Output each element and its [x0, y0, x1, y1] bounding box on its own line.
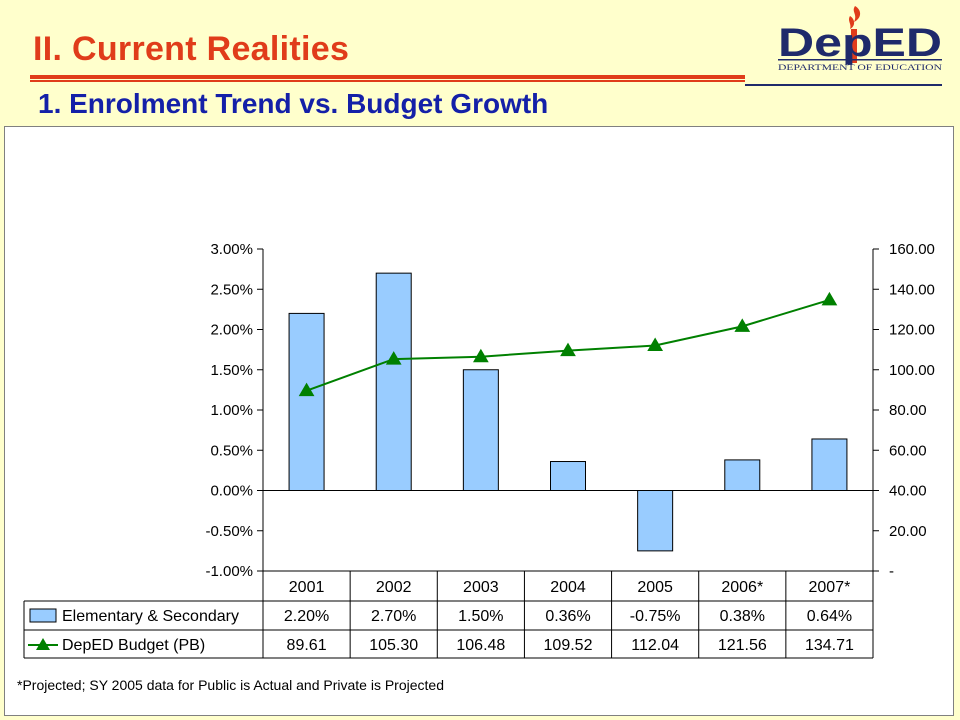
bar [375, 272, 412, 491]
bar-series [288, 272, 848, 552]
slide-subtitle: 1. Enrolment Trend vs. Budget Growth [38, 88, 549, 119]
x-axis-tick-label: 2006* [721, 579, 763, 596]
left-axis-tick-label: 1.50% [210, 362, 253, 379]
right-axis-tick-label: 20.00 [889, 523, 927, 540]
right-axis-tick-label: 60.00 [889, 442, 927, 459]
line-series [298, 291, 838, 397]
data-label: 1.50% [458, 608, 503, 625]
data-label: 105.30 [369, 637, 418, 654]
footnote: *Projected; SY 2005 data for Public is A… [17, 677, 444, 693]
left-axis-tick-label: 0.00% [210, 483, 253, 500]
right-axis-tick-label: 80.00 [889, 402, 927, 419]
x-axis-tick-label: 2007* [809, 579, 851, 596]
right-axis-tick-label: 100.00 [889, 362, 935, 379]
data-label: 0.64% [807, 608, 852, 625]
legend-label: DepED Budget (PB) [62, 637, 205, 654]
data-label: -0.75% [630, 608, 681, 625]
x-axis-tick-label: 2003 [463, 579, 499, 596]
left-axis-tick-label: 0.50% [210, 442, 253, 459]
title-underline [30, 75, 745, 79]
bar [550, 461, 586, 491]
data-label: 121.56 [718, 637, 767, 654]
slide-title: II. Current Realities [33, 30, 350, 68]
right-axis-tick-label: - [889, 563, 894, 580]
left-axis-tick-label: 1.00% [210, 402, 253, 419]
chart-axes: 3.00% 2.50% 2.00% 1.50% 1.00% 0.50% 0.00% -0.50… [205, 241, 934, 580]
legend-label: Elementary & Secondary [62, 608, 239, 625]
point [560, 342, 576, 357]
right-axis-tick-label: 140.00 [889, 281, 935, 298]
point [385, 351, 402, 365]
left-axis-tick-label: -1.00% [205, 563, 253, 580]
x-axis-tick-label: 2004 [550, 579, 586, 596]
bar [811, 438, 848, 492]
data-label: 134.71 [805, 637, 854, 654]
bar [462, 369, 499, 491]
title-underline-navy [745, 84, 942, 86]
point [821, 291, 838, 306]
title-underline-thin [30, 80, 745, 82]
data-label: 89.61 [287, 637, 327, 654]
x-axis-tick-label: 2005 [637, 579, 673, 596]
x-axis-tick-label: 2001 [289, 579, 325, 596]
left-axis-tick-label: 2.50% [210, 281, 253, 298]
logo-wordmark: DepED [778, 21, 942, 65]
deped-logo: DepED DEPARTMENT OF EDUCATION [778, 6, 942, 72]
logo-rule [778, 59, 942, 61]
legend-key-marker [36, 638, 50, 650]
data-label: 0.36% [545, 608, 590, 625]
data-label: 109.52 [544, 637, 593, 654]
bar [637, 490, 674, 552]
torch-icon [849, 6, 861, 63]
legend-key-bar [29, 608, 57, 623]
right-axis-tick-label: 40.00 [889, 483, 927, 500]
left-axis-tick-label: 3.00% [210, 241, 253, 258]
point [298, 382, 315, 397]
point [472, 348, 489, 363]
data-label: 2.70% [371, 608, 416, 625]
data-label: 2.20% [284, 608, 329, 625]
point [734, 318, 751, 332]
bar [288, 312, 325, 491]
point [647, 337, 664, 352]
right-axis-tick-label: 160.00 [889, 241, 935, 258]
chart-panel: 3.00% 2.50% 2.00% 1.50% 1.00% 0.50% 0.00% -0.50… [4, 126, 954, 716]
x-axis-tick-label: 2002 [376, 579, 412, 596]
bar [724, 459, 761, 492]
data-label: 106.48 [456, 637, 505, 654]
left-axis-tick-label: 2.00% [210, 322, 253, 339]
right-axis-tick-label: 120.00 [889, 322, 935, 339]
data-label: 0.38% [720, 608, 765, 625]
enrolment-budget-chart: 3.00% 2.50% 2.00% 1.50% 1.00% 0.50% 0.00% -0.50… [23, 241, 935, 659]
data-table: 2001 2002 2003 2004 2005 2006* 2007* Elementary… [23, 570, 874, 659]
data-label: 112.04 [631, 637, 679, 654]
logo-tagline: DEPARTMENT OF EDUCATION [778, 62, 942, 72]
left-axis-tick-label: -0.50% [205, 523, 253, 540]
